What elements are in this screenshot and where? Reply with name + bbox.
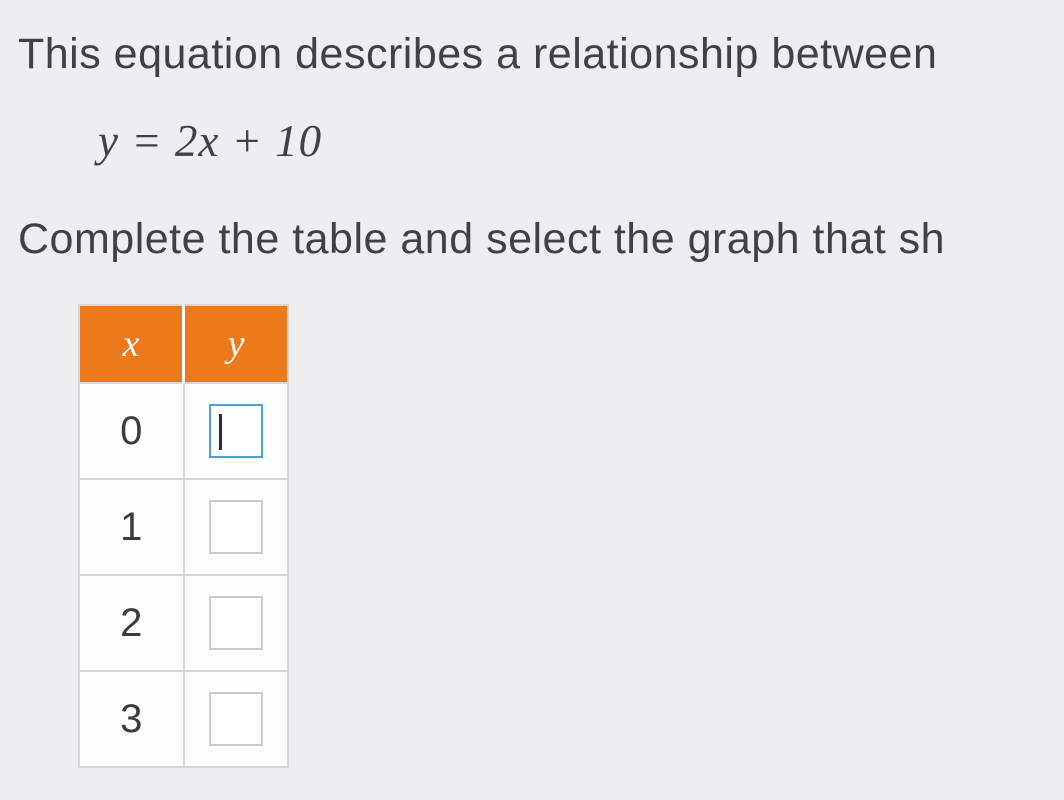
y-input[interactable] (209, 404, 263, 458)
worksheet-page: This equation describes a relationship b… (0, 0, 1064, 768)
y-input[interactable] (209, 500, 263, 554)
equation-text: y = 2x + 10 (98, 115, 1064, 167)
col-header-x: x (79, 305, 184, 383)
y-cell[interactable] (184, 671, 289, 767)
y-input[interactable] (209, 596, 263, 650)
y-cell[interactable] (184, 383, 289, 479)
x-cell: 0 (79, 383, 184, 479)
text-cursor (219, 414, 222, 450)
table-row: 1 (79, 479, 288, 575)
y-cell[interactable] (184, 479, 289, 575)
x-cell: 1 (79, 479, 184, 575)
x-cell: 3 (79, 671, 184, 767)
col-header-y: y (184, 305, 289, 383)
x-cell: 2 (79, 575, 184, 671)
table-row: 0 (79, 383, 288, 479)
prompt-line-2: Complete the table and select the graph … (18, 215, 1064, 264)
xy-table: x y 0 1 (78, 304, 289, 768)
table-row: 3 (79, 671, 288, 767)
table-header-row: x y (79, 305, 288, 383)
table-row: 2 (79, 575, 288, 671)
y-cell[interactable] (184, 575, 289, 671)
xy-table-container: x y 0 1 (78, 304, 1064, 768)
y-input[interactable] (209, 692, 263, 746)
prompt-line-1: This equation describes a relationship b… (18, 30, 1064, 79)
